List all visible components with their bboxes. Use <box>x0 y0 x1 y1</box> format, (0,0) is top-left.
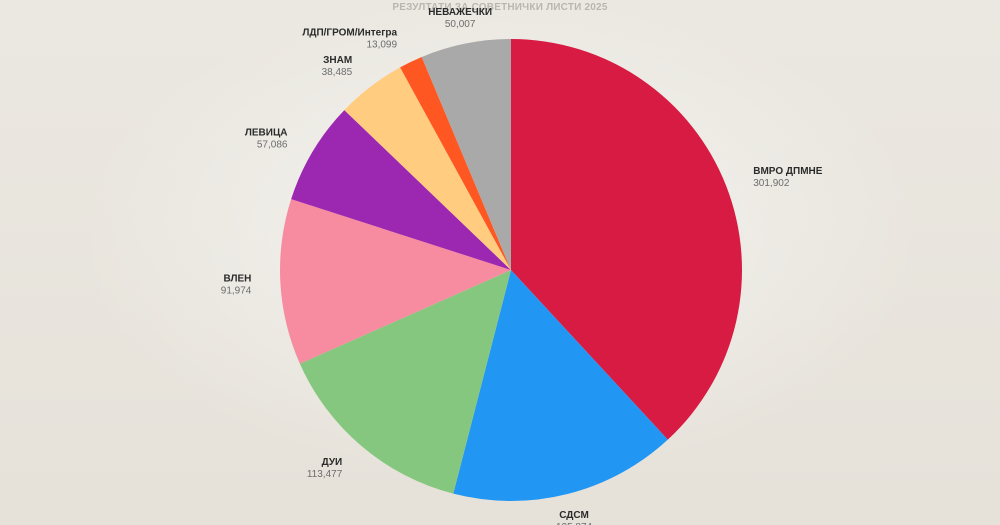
slice-label-name-7: НЕВАЖЕЧКИ <box>428 7 492 18</box>
pie-slice-7 <box>421 39 511 270</box>
slice-label-value-0: 301,902 <box>753 178 790 189</box>
pie-slice-4 <box>291 110 511 271</box>
slice-label-value-6: 13,099 <box>366 40 397 51</box>
slice-label-value-3: 91,974 <box>221 286 252 297</box>
pie-slice-3 <box>280 199 511 364</box>
slice-label-name-4: ЛЕВИЦА <box>245 128 288 139</box>
slice-label-1: СДСМ125,874 <box>556 510 593 525</box>
pie-slice-5 <box>344 67 511 270</box>
slice-label-value-7: 50,007 <box>445 19 476 30</box>
slice-label-value-5: 38,485 <box>322 67 353 78</box>
pie-slice-2 <box>299 270 511 494</box>
slice-label-name-3: ВЛЕН <box>223 274 251 285</box>
slice-label-name-5: ЗНАМ <box>323 55 352 66</box>
slice-label-name-1: СДСМ <box>559 510 589 521</box>
pie-slice-1 <box>453 270 668 501</box>
chart-title: РЕЗУЛТАТИ ЗА СОВЕТНИЧКИ ЛИСТИ 2025 <box>392 2 608 13</box>
pie-slice-6 <box>400 56 511 271</box>
slice-label-name-6: ЛДП/ГРОМ/Интегра <box>302 28 397 39</box>
slice-label-value-4: 57,086 <box>257 140 288 151</box>
slice-label-name-2: ДУИ <box>322 457 343 468</box>
slice-label-value-1: 125,874 <box>556 522 593 525</box>
pie-slice-0 <box>511 39 742 440</box>
slice-label-name-0: ВМРО ДПМНЕ <box>753 166 823 177</box>
slice-label-value-2: 113,477 <box>307 469 343 480</box>
